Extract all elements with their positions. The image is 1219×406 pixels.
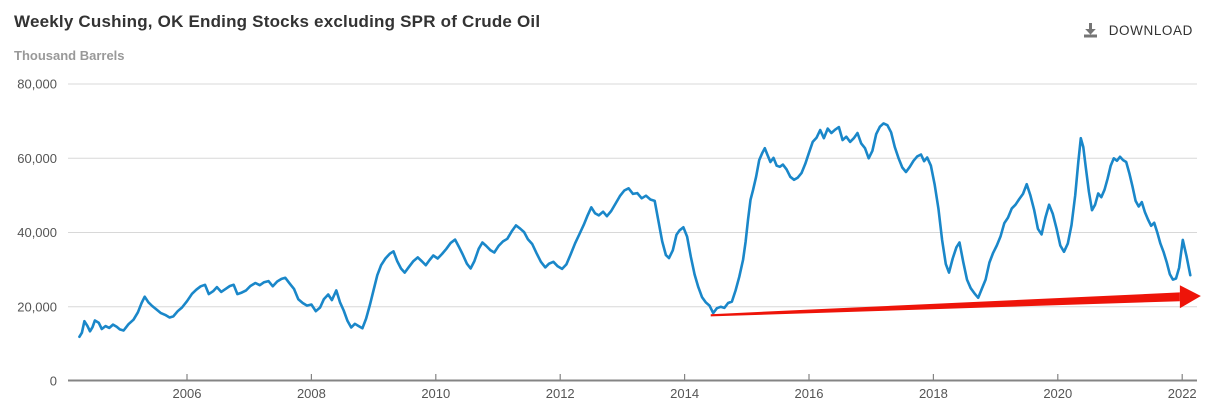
- download-label: DOWNLOAD: [1108, 23, 1193, 38]
- trend-arrow-shaft: [710, 292, 1180, 317]
- x-tick-label: 2008: [297, 386, 326, 401]
- x-tick-label: 2010: [421, 386, 450, 401]
- x-tick-label: 2012: [546, 386, 575, 401]
- y-axis-unit-label: Thousand Barrels: [14, 48, 125, 63]
- series-line: [78, 122, 1192, 339]
- y-tick-label: 0: [50, 374, 57, 389]
- x-tick-label: 2014: [670, 386, 699, 401]
- x-tick-label: 2022: [1168, 386, 1197, 401]
- x-tick-label: 2020: [1043, 386, 1072, 401]
- y-tick-label: 20,000: [17, 299, 57, 314]
- chart-title: Weekly Cushing, OK Ending Stocks excludi…: [14, 12, 541, 31]
- x-tick-label: 2018: [919, 386, 948, 401]
- y-tick-label: 80,000: [17, 77, 57, 92]
- download-button[interactable]: DOWNLOAD: [1080, 18, 1195, 43]
- download-icon: [1082, 22, 1099, 39]
- y-tick-label: 40,000: [17, 225, 57, 240]
- trend-arrow-head: [1179, 285, 1201, 309]
- y-tick-label: 60,000: [17, 151, 57, 166]
- x-tick-label: 2016: [795, 386, 824, 401]
- x-tick-label: 2006: [173, 386, 202, 401]
